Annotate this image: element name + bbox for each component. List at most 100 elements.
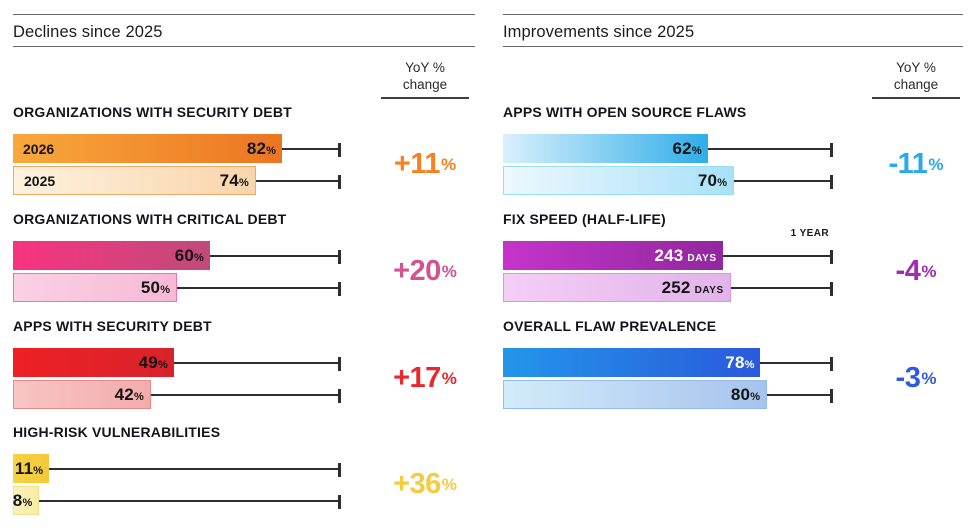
yoy-header-underline [381, 97, 469, 99]
bar-2026: 11% [13, 454, 50, 483]
bar-rows: 243 DAYS 1 YEAR 252 DAYS [503, 228, 833, 305]
whisker-tick [338, 249, 341, 264]
bar-2025: 50% [13, 273, 177, 302]
whisker-line [177, 281, 341, 296]
whisker-line [39, 494, 341, 509]
whisker-tick [338, 281, 341, 296]
bar-2025: 252 DAYS [503, 273, 731, 302]
metric-title: ORGANIZATIONS WITH CRITICAL DEBT [13, 211, 287, 227]
bar-2026: 2026 82% [13, 134, 282, 163]
yoy-column-header: YoY % change [360, 59, 490, 99]
bar-row-2026: 2026 82% [13, 134, 341, 163]
yoy-change-value: +11% [393, 148, 457, 180]
improvements-column: Improvements since 2025 YoY % change APP… [503, 0, 963, 531]
yoy-change-value: +20% [393, 255, 457, 287]
bar-2025: 8% [13, 486, 40, 515]
section-divider-top [13, 14, 475, 15]
bar-value-label: 74% [219, 170, 249, 190]
bar-rows: 49% 42% [13, 348, 341, 412]
one-year-label: 1 YEAR [790, 228, 829, 239]
bar-row-2026: 62% [503, 134, 833, 163]
whisker-tick [830, 281, 833, 296]
section-title-improvements: Improvements since 2025 [503, 23, 695, 41]
bar-value-label: 82% [246, 138, 276, 158]
bar-2026: 60% [13, 241, 210, 270]
bar-value-label: 243 DAYS [654, 245, 717, 265]
bar-row-2025: 70% [503, 166, 833, 195]
bar-row-2026: 60% [13, 241, 341, 270]
bar-row-2025: 252 DAYS [503, 273, 833, 302]
section-divider-top [503, 14, 963, 15]
yoy-change-value: -4% [895, 255, 937, 287]
bar-year-label: 2025 [24, 172, 56, 189]
whisker-tick [830, 142, 833, 157]
whisker-tick [830, 388, 833, 403]
whisker-tick [830, 356, 833, 371]
yoy-header-line2: change [402, 77, 448, 92]
bar-2025: 70% [503, 166, 734, 195]
whisker-line [734, 174, 833, 189]
bar-2025: 2025 74% [13, 166, 256, 195]
bar-2026: 49% [13, 348, 174, 377]
yoy-change-value: +36% [393, 468, 457, 500]
whisker-tick [338, 174, 341, 189]
bar-row-2026: 49% [13, 348, 341, 377]
bar-row-2026: 78% [503, 348, 833, 377]
bar-2026: 62% [503, 134, 708, 163]
bar-value-label: 252 DAYS [661, 277, 724, 297]
whisker-tick [830, 174, 833, 189]
metric-title: HIGH-RISK VULNERABILITIES [13, 424, 221, 440]
whisker-tick [830, 249, 833, 264]
bar-value-label: 50% [140, 277, 170, 297]
bar-year-label: 2026 [23, 140, 55, 157]
bar-value-label: 42% [114, 384, 144, 404]
whisker-line [49, 462, 341, 477]
whisker-line [707, 142, 833, 157]
metric-title: ORGANIZATIONS WITH SECURITY DEBT [13, 104, 292, 120]
bar-2026: 78% [503, 348, 761, 377]
bar-value-label: 62% [672, 138, 702, 158]
whisker-tick [338, 462, 341, 477]
whisker-line [150, 388, 341, 403]
bar-row-2025: 42% [13, 380, 341, 409]
whisker-tick [338, 142, 341, 157]
yoy-change-value: -3% [895, 362, 937, 394]
metric-title: APPS WITH SECURITY DEBT [13, 318, 212, 334]
bar-value-label: 70% [697, 170, 727, 190]
bar-2025: 42% [13, 380, 151, 409]
yoy-header-line1: YoY % [405, 60, 445, 75]
metric-title: FIX SPEED (HALF-LIFE) [503, 211, 666, 227]
section-divider-bottom [503, 46, 963, 47]
whisker-tick [338, 388, 341, 403]
whisker-tick [338, 494, 341, 509]
bar-value-label: 80% [730, 384, 760, 404]
whisker-line [730, 281, 833, 296]
bar-2026: 243 DAYS [503, 241, 723, 270]
bar-2025: 80% [503, 380, 767, 409]
yoy-change-value: +17% [393, 362, 457, 394]
whisker-line [173, 356, 341, 371]
declines-column: Declines since 2025 YoY % change ORGANIZ… [13, 0, 475, 531]
whisker-line [209, 249, 341, 264]
yoy-header-line2: change [893, 77, 939, 92]
bar-row-2026: 11% [13, 454, 341, 483]
bar-row-2025: 2025 74% [13, 166, 341, 195]
metric-title: OVERALL FLAW PREVALENCE [503, 318, 717, 334]
section-title-declines: Declines since 2025 [13, 23, 163, 41]
bar-row-2025: 80% [503, 380, 833, 409]
yoy-change-value: -11% [888, 148, 944, 180]
metric-title: APPS WITH OPEN SOURCE FLAWS [503, 104, 747, 120]
whisker-line [281, 142, 341, 157]
bar-rows: 60% 50% [13, 241, 341, 305]
bar-rows: 2026 82% 2025 74% [13, 134, 341, 198]
whisker-line [722, 249, 833, 264]
bar-rows: 11% 8% [13, 454, 341, 518]
yoy-column-header: YoY % change [851, 59, 975, 99]
yoy-header-underline [872, 97, 960, 99]
whisker-tick [338, 356, 341, 371]
bar-row-2025: 50% [13, 273, 341, 302]
bar-value-label: 60% [174, 245, 204, 265]
bar-value-label: 78% [725, 352, 755, 372]
whisker-line [767, 388, 833, 403]
whisker-line [255, 174, 341, 189]
